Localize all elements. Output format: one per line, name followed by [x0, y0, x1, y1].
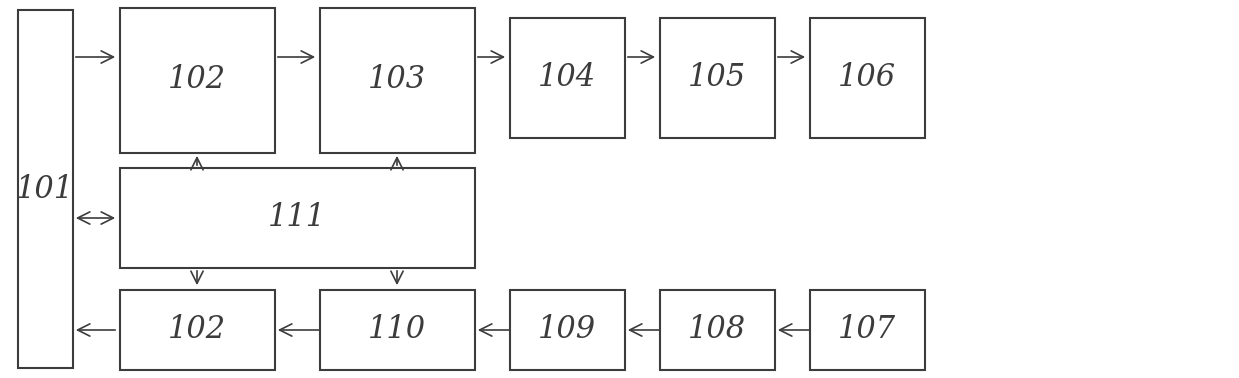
Bar: [660, 290, 776, 370]
Text: 109: 109: [538, 314, 596, 345]
Bar: [120, 290, 275, 370]
Text: 110: 110: [368, 314, 426, 345]
Text: 105: 105: [688, 62, 746, 93]
Text: 104: 104: [538, 62, 596, 93]
Text: 102: 102: [169, 314, 225, 345]
Text: 101: 101: [16, 174, 74, 204]
Bar: [810, 290, 926, 370]
Bar: [320, 290, 475, 370]
Text: 103: 103: [368, 65, 426, 96]
Bar: [19, 10, 73, 368]
Text: 106: 106: [838, 62, 896, 93]
Bar: [320, 8, 475, 153]
Text: 102: 102: [169, 65, 225, 96]
Bar: [660, 18, 776, 138]
Text: 111: 111: [268, 203, 326, 234]
Bar: [510, 290, 624, 370]
Bar: [510, 18, 624, 138]
Text: 107: 107: [838, 314, 896, 345]
Text: 108: 108: [688, 314, 746, 345]
Bar: [120, 8, 275, 153]
Bar: [810, 18, 926, 138]
Bar: [120, 168, 475, 268]
